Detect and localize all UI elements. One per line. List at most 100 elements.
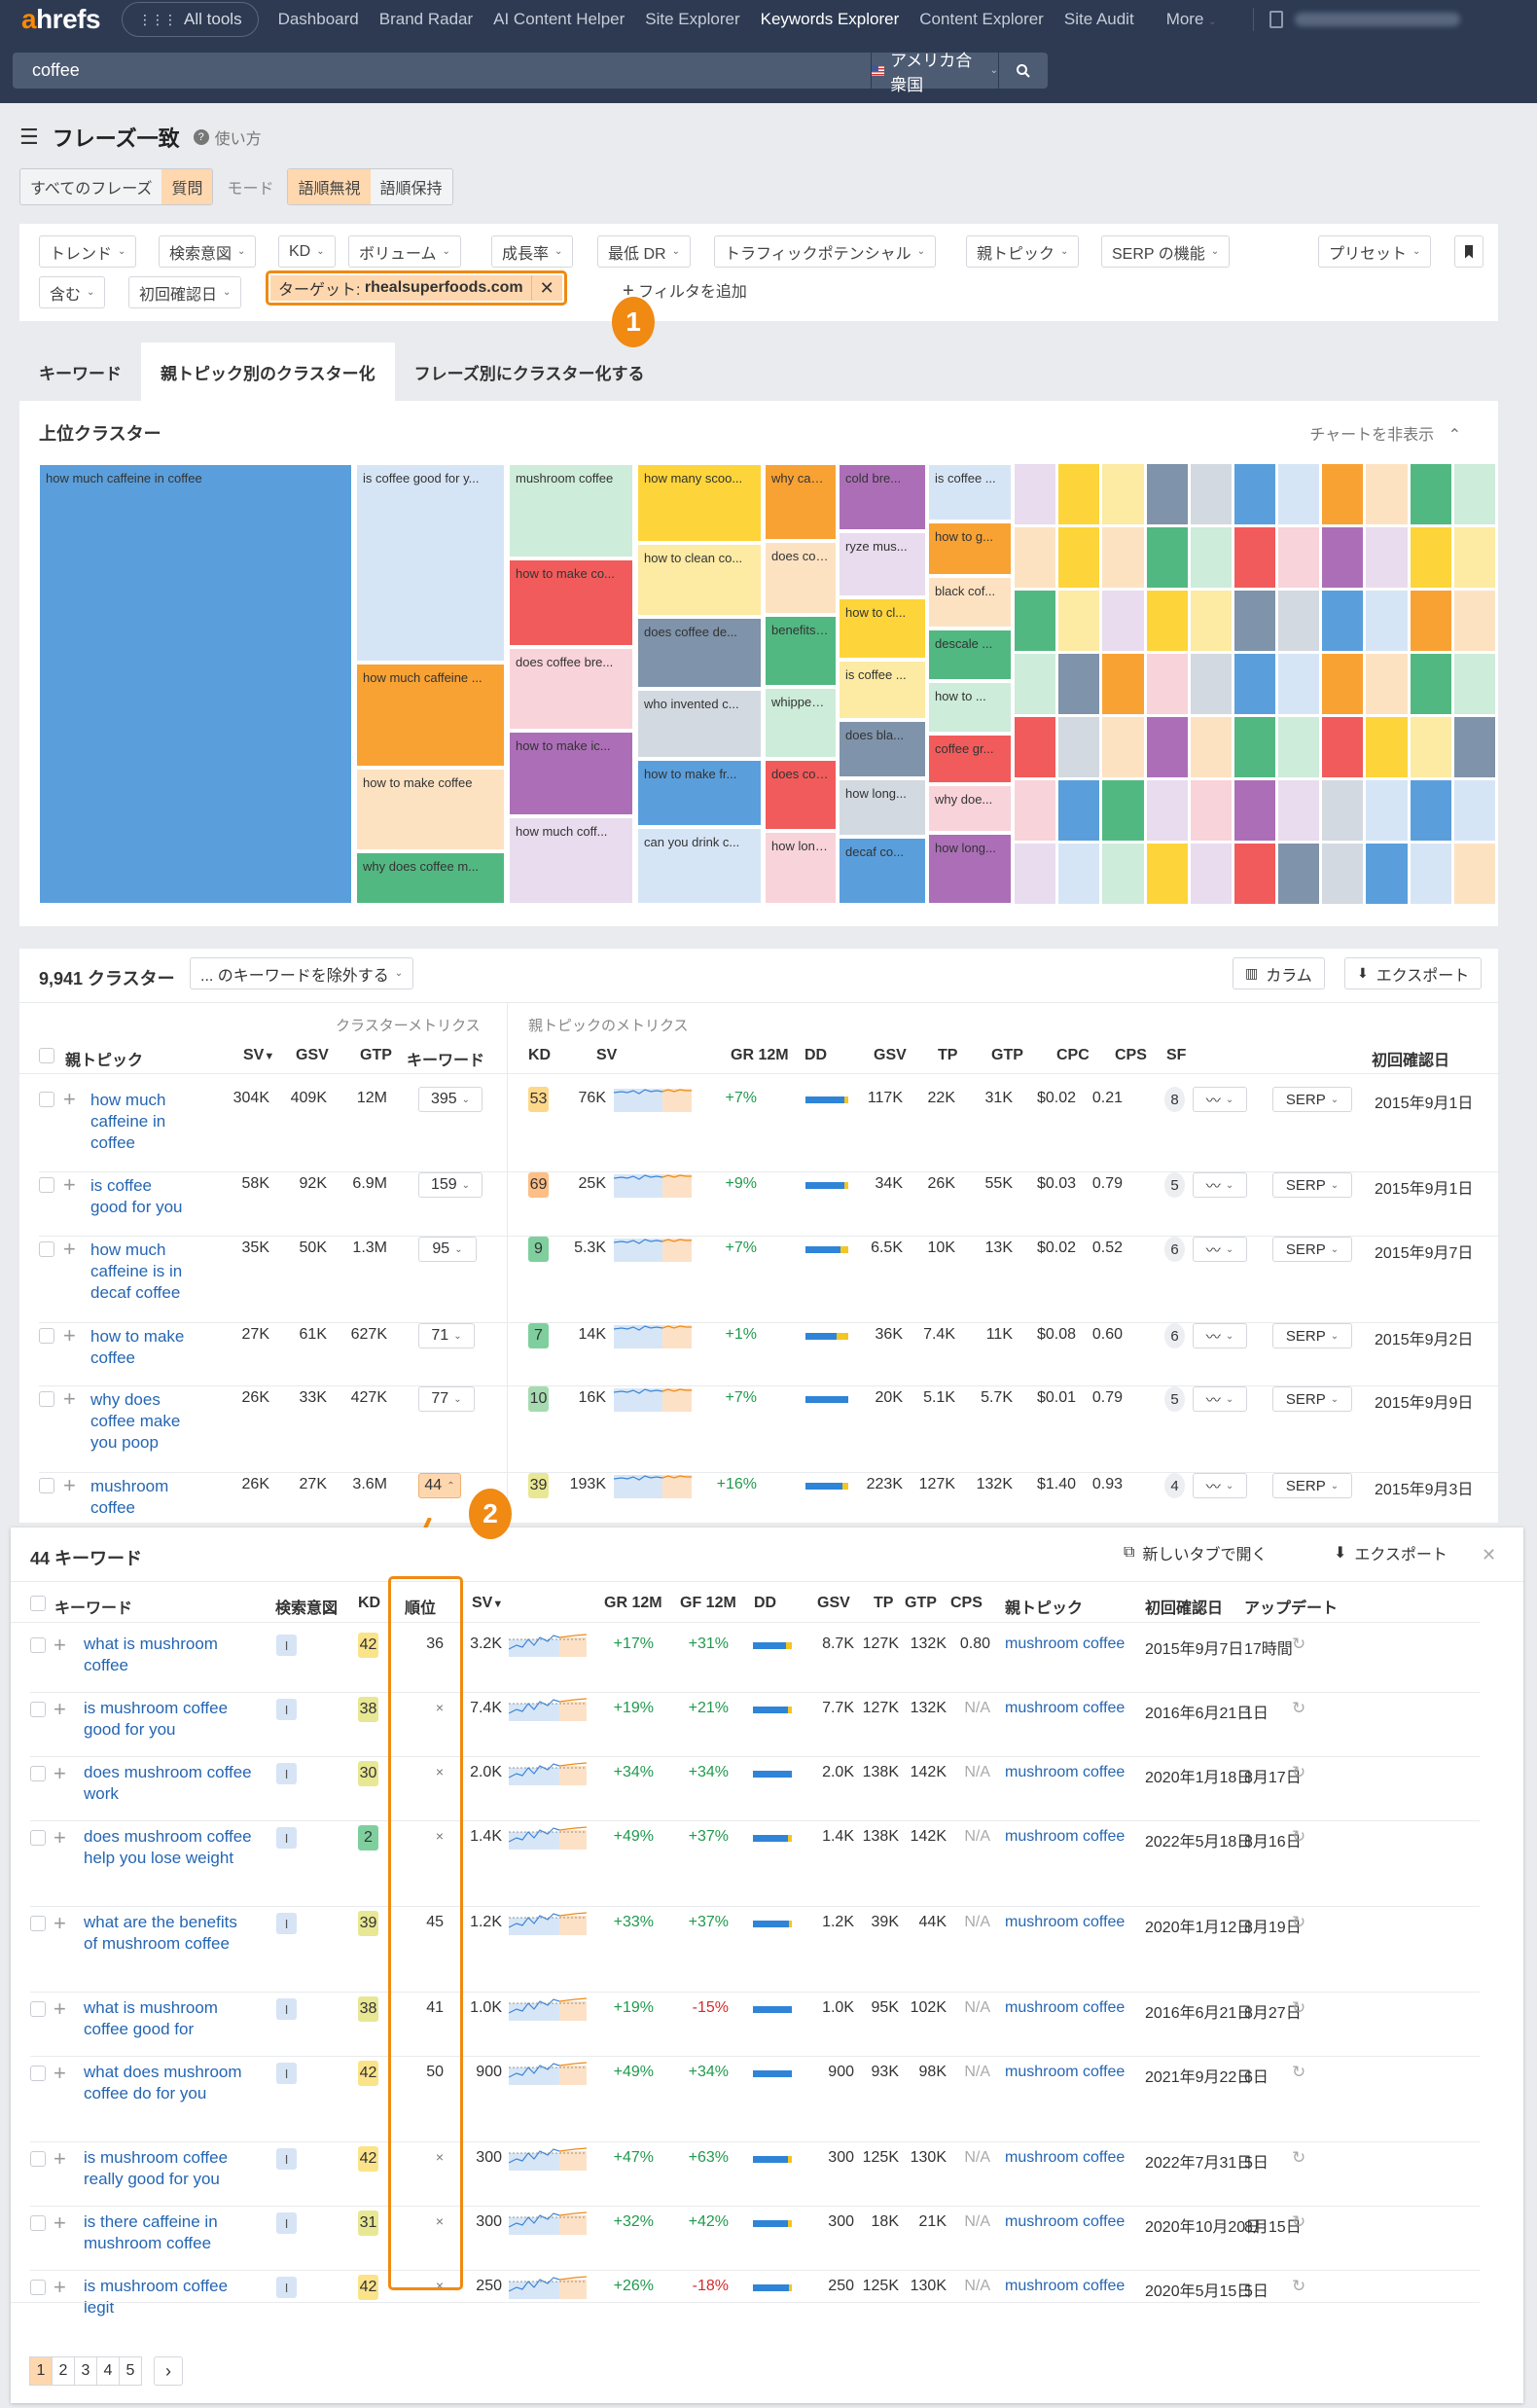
refresh-icon[interactable]: ↻: [1292, 1913, 1306, 1931]
col-tp[interactable]: TP: [938, 1047, 958, 1063]
treemap-cell[interactable]: how to clean co...: [637, 544, 762, 616]
mode-all-phrases[interactable]: すべてのフレーズ: [20, 169, 162, 204]
treemap-cell[interactable]: whipped cof...: [765, 688, 837, 758]
keyword-link[interactable]: is mushroom coffee legit: [84, 2277, 229, 2317]
treemap-cell[interactable]: does coffee ...: [765, 760, 837, 830]
refresh-icon[interactable]: ↻: [1292, 1763, 1306, 1781]
open-new-tab-button[interactable]: ⧉ 新しいタブで開く: [1124, 1543, 1268, 1563]
serp-button[interactable]: SERP ⌄: [1272, 1323, 1352, 1348]
keyword-checkbox[interactable]: [30, 1637, 46, 1653]
treemap-cell[interactable]: can you drink c...: [637, 828, 762, 904]
export-button[interactable]: ⬇ エクスポート: [1344, 957, 1483, 989]
treemap-cell[interactable]: how to g...: [928, 522, 1012, 575]
page-5[interactable]: 5: [119, 2356, 142, 2386]
nav-brand-radar[interactable]: Brand Radar: [378, 10, 474, 28]
plus-icon[interactable]: +: [54, 1633, 66, 1657]
treemap-cell[interactable]: is coffee good for y...: [356, 464, 505, 662]
nav-ai-content-helper[interactable]: AI Content Helper: [493, 10, 626, 28]
col-sv[interactable]: SV▼: [472, 1595, 504, 1611]
treemap-cell[interactable]: decaf co...: [839, 838, 926, 904]
row-checkbox[interactable]: [39, 1478, 54, 1493]
parent-topic-link[interactable]: mushroom coffee: [1005, 1764, 1126, 1780]
keyword-link[interactable]: what are the benefits of mushroom coffee: [84, 1913, 237, 1953]
filter-intent[interactable]: 検索意図 ⌄: [159, 235, 257, 268]
col-gtp[interactable]: GTP: [360, 1047, 392, 1063]
treemap-cell[interactable]: how to make coffee: [356, 769, 505, 850]
treemap-cell[interactable]: why does coffee m...: [356, 852, 505, 904]
col-sv[interactable]: SV▼: [243, 1047, 275, 1063]
nav-site-audit[interactable]: Site Audit: [1063, 10, 1134, 28]
parent-topic-link[interactable]: why does coffee make you poop: [90, 1390, 181, 1452]
refresh-icon[interactable]: ↻: [1292, 2063, 1306, 2081]
treemap-cell[interactable]: how to cl...: [839, 598, 926, 659]
col-dd[interactable]: DD: [754, 1595, 777, 1611]
nav-site-explorer[interactable]: Site Explorer: [645, 10, 740, 28]
treemap-cell[interactable]: mushroom coffee: [509, 464, 633, 557]
parent-topic-link[interactable]: mushroom coffee: [1005, 2064, 1126, 2080]
col-updated[interactable]: アップデート: [1244, 1600, 1339, 1617]
filter-traffic-potential[interactable]: トラフィックポテンシャル ⌄: [714, 235, 937, 268]
parent-topic-link[interactable]: how much caffeine in coffee: [90, 1091, 166, 1152]
tab-cluster-by-parent-topic[interactable]: 親トピック別のクラスター化: [141, 342, 395, 401]
col-parent-gtp[interactable]: GTP: [991, 1047, 1023, 1063]
parent-topic-link[interactable]: how much caffeine is in decaf coffee: [90, 1240, 183, 1302]
tab-keywords[interactable]: キーワード: [39, 364, 122, 383]
plus-icon[interactable]: +: [63, 1473, 76, 1497]
col-cpc[interactable]: CPC: [1056, 1047, 1090, 1063]
help-link[interactable]: ? 使い方: [193, 126, 262, 149]
keyword-checkbox[interactable]: [30, 2001, 46, 2017]
parent-topic-link[interactable]: mushroom coffee: [1005, 1828, 1126, 1845]
parent-topic-link[interactable]: mushroom coffee: [90, 1477, 169, 1517]
filter-include[interactable]: 含む ⌄: [39, 276, 106, 308]
col-keywords[interactable]: キーワード: [407, 1053, 485, 1069]
plus-icon[interactable]: +: [54, 2061, 66, 2085]
keyword-checkbox[interactable]: [30, 2151, 46, 2167]
page-3[interactable]: 3: [74, 2356, 97, 2386]
target-filter-chip[interactable]: ターゲット: rhealsuperfoods.com: [270, 275, 531, 301]
treemap-cell[interactable]: does coffee bre...: [509, 648, 633, 730]
treemap-cell[interactable]: how much caffeine in coffee: [39, 464, 352, 904]
keyword-checkbox[interactable]: [30, 2280, 46, 2295]
col-cps[interactable]: CPS: [1115, 1047, 1147, 1063]
remove-target-filter-button[interactable]: ✕: [530, 275, 562, 301]
col-parent-gsv[interactable]: GSV: [874, 1047, 907, 1063]
keyword-search-input[interactable]: coffee: [13, 53, 871, 89]
treemap-cell[interactable]: benefits of b...: [765, 616, 837, 686]
keywords-export-button[interactable]: ⬇ エクスポート: [1334, 1544, 1448, 1563]
keyword-link[interactable]: does mushroom coffee work: [84, 1763, 252, 1803]
col-parent-topic[interactable]: 親トピック: [65, 1053, 144, 1069]
keyword-checkbox[interactable]: [30, 2215, 46, 2231]
treemap-cell[interactable]: how to make fr...: [637, 760, 762, 826]
treemap-cell[interactable]: does coffee ...: [765, 542, 837, 614]
serp-button[interactable]: SERP ⌄: [1272, 1237, 1352, 1262]
account-name-blurred[interactable]: [1294, 13, 1460, 26]
filter-trend[interactable]: トレンド ⌄: [39, 235, 137, 268]
keyword-link[interactable]: does mushroom coffee help you lose weigh…: [84, 1827, 252, 1867]
treemap-cell[interactable]: descale ...: [928, 629, 1012, 680]
parent-topic-link[interactable]: how to make coffee: [90, 1327, 185, 1367]
keyword-checkbox[interactable]: [30, 1766, 46, 1781]
keywords-count-dropdown[interactable]: 71 ⌄: [418, 1323, 475, 1348]
keywords-count-dropdown[interactable]: 95 ⌄: [418, 1237, 477, 1262]
filter-growth[interactable]: 成長率 ⌄: [491, 235, 574, 268]
serp-button[interactable]: SERP ⌄: [1272, 1172, 1352, 1198]
treemap-cell[interactable]: how many scoo...: [637, 464, 762, 542]
col-keyword[interactable]: キーワード: [54, 1600, 133, 1617]
keywords-count-dropdown[interactable]: 395 ⌄: [418, 1087, 483, 1112]
plus-icon[interactable]: +: [54, 1996, 66, 2021]
col-gr12m[interactable]: GR 12M: [731, 1047, 789, 1063]
trend-chart-button[interactable]: 〰 ⌄: [1193, 1323, 1247, 1348]
col-gr12m[interactable]: GR 12M: [604, 1595, 662, 1611]
plus-icon[interactable]: +: [54, 1761, 66, 1785]
filter-kd[interactable]: KD ⌄: [278, 235, 336, 268]
parent-topic-link[interactable]: mushroom coffee: [1005, 2213, 1126, 2230]
treemap-cell[interactable]: how long...: [928, 834, 1012, 904]
keyword-link[interactable]: is mushroom coffee good for you: [84, 1699, 229, 1739]
nav-content-explorer[interactable]: Content Explorer: [919, 10, 1044, 28]
search-button[interactable]: [999, 53, 1048, 89]
parent-topic-link[interactable]: mushroom coffee: [1005, 1700, 1126, 1716]
treemap-cell[interactable]: is coffee ...: [928, 464, 1012, 521]
all-tools-button[interactable]: ⋮⋮⋮ All tools: [122, 2, 259, 37]
keyword-link[interactable]: is mushroom coffee really good for you: [84, 2148, 229, 2188]
parent-topic-link[interactable]: mushroom coffee: [1005, 1635, 1126, 1652]
